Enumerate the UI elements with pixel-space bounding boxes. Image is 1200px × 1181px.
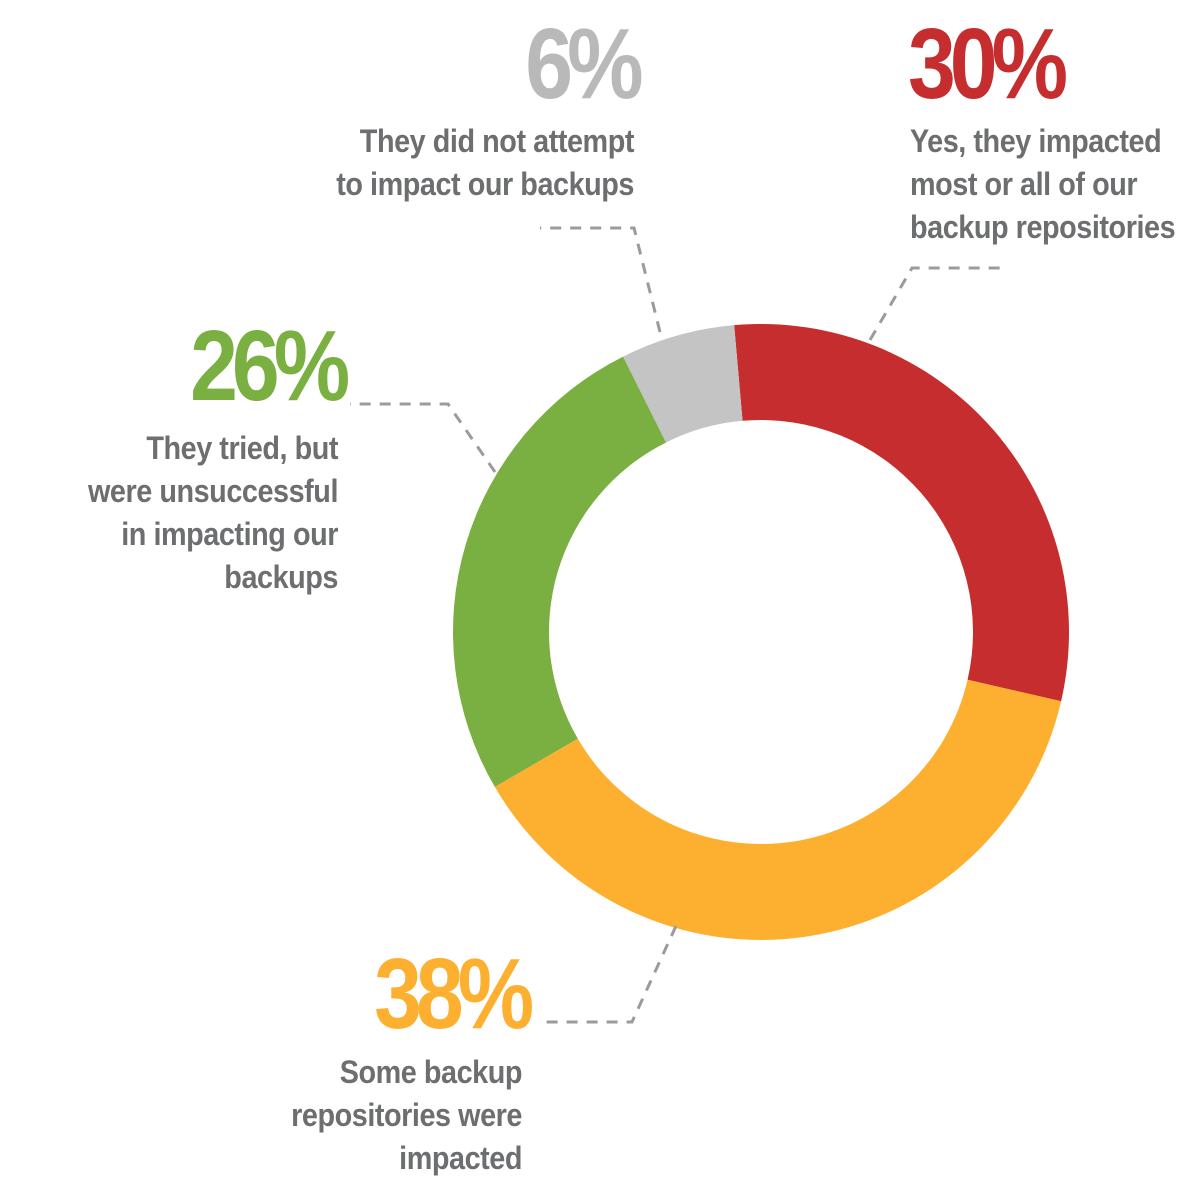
donut-slice-6 (623, 325, 743, 443)
slice-label-some-impacted: Some backup repositories were impacted (291, 1054, 522, 1176)
leader-line-26 (350, 402, 497, 473)
leader-line-30 (868, 266, 1008, 341)
leader-line-6 (540, 226, 662, 333)
slice-label-did-not-attempt: They did not attempt to impact our backu… (336, 123, 634, 202)
leader-lines (350, 226, 1008, 1024)
leader-line-38 (540, 925, 678, 1024)
donut-slice-30 (734, 324, 1069, 702)
donut-slice-38 (494, 679, 1062, 940)
slice-percent-6: 6% (525, 8, 644, 120)
donut-slice-26 (453, 356, 667, 787)
slice-percent-30: 30% (908, 8, 1068, 120)
slice-label-tried-unsuccessful: They tried, but were unsuccessful in imp… (87, 430, 339, 595)
slice-percent-26: 26% (189, 310, 350, 422)
slice-label-yes-impacted-most: Yes, they impacted most or all of our ba… (910, 123, 1176, 245)
slice-percent-38: 38% (373, 938, 534, 1050)
donut-slices (453, 324, 1069, 940)
